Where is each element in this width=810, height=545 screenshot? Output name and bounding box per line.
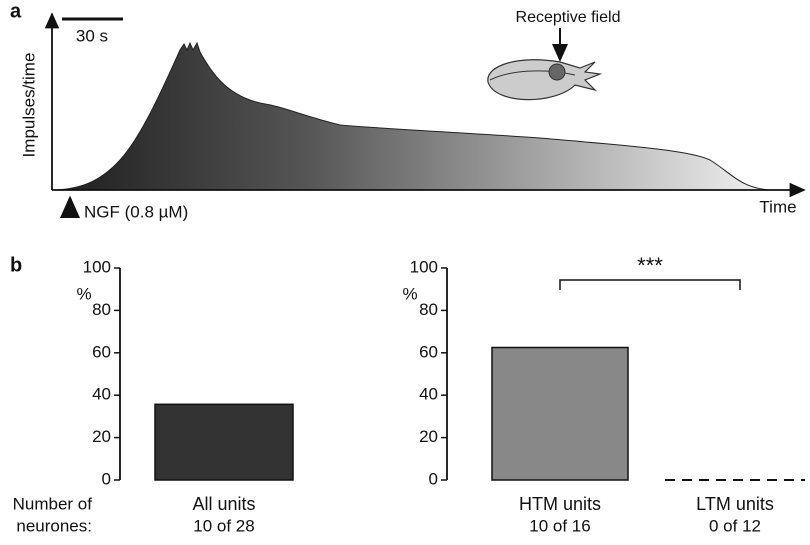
figure: a 30 s Impulses/time Time NGF (0.8 µM) R… (0, 0, 810, 545)
significance-bracket (560, 280, 740, 290)
scale-bar-label: 30 s (76, 26, 108, 45)
panel-label: b (10, 254, 22, 276)
y-axis-label: Impulses/time (19, 53, 38, 158)
foot-schematic (488, 28, 600, 100)
bar (492, 348, 628, 481)
receptive-field-label: Receptive field (516, 9, 621, 26)
response-trace (55, 43, 770, 190)
y-tick-label: 60 (419, 342, 438, 361)
category-label: LTM units (696, 494, 774, 514)
y-tick-label: 0 (429, 469, 438, 488)
count-label: 10 of 16 (529, 516, 590, 535)
y-tick-label: 100 (83, 257, 111, 276)
count-label: 10 of 28 (193, 516, 254, 535)
y-tick-label: 40 (419, 385, 438, 404)
y-tick-label: 80 (419, 300, 438, 319)
panel-label: a (10, 0, 22, 22)
y-tick-label: 40 (92, 385, 111, 404)
x-axis-label: Time (759, 197, 796, 216)
significance-label: *** (637, 253, 663, 278)
y-tick-label: 0 (102, 469, 111, 488)
stimulus-label: NGF (0.8 µM) (84, 202, 188, 221)
y-tick-label: 20 (419, 427, 438, 446)
category-label: All units (192, 494, 255, 514)
y-axis-label: % (76, 284, 91, 303)
y-tick-label: 100 (410, 257, 438, 276)
row-label: Number of (13, 494, 93, 513)
y-tick-label: 20 (92, 427, 111, 446)
row-label: neurones: (16, 516, 92, 535)
y-tick-label: 60 (92, 342, 111, 361)
bar (155, 404, 293, 480)
y-tick-label: 80 (92, 300, 111, 319)
y-axis-label: % (402, 284, 417, 303)
count-label: 0 of 12 (709, 516, 761, 535)
category-label: HTM units (519, 494, 601, 514)
